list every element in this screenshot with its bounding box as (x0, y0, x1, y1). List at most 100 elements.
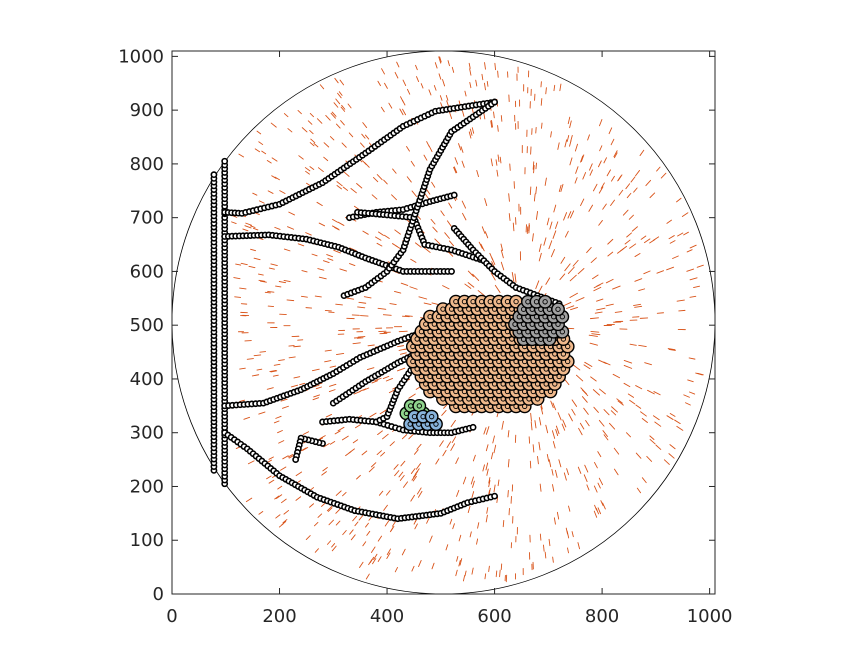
quiver-arrow (268, 479, 275, 484)
quiver-arrow (545, 87, 547, 95)
quiver-arrow (410, 160, 415, 167)
quiver-arrow (569, 292, 578, 298)
quiver-arrow (242, 228, 249, 232)
quiver-arrow (566, 305, 575, 309)
y-tick-label: 300 (130, 423, 164, 444)
quiver-arrow (693, 285, 701, 288)
quiver-arrow (413, 470, 419, 478)
quiver-arrow (544, 177, 547, 186)
quiver-arrow (488, 565, 490, 573)
quiver-arrow (495, 570, 498, 578)
quiver-arrow (329, 136, 335, 141)
quiver-arrow (331, 543, 336, 548)
quiver-arrow (336, 185, 342, 190)
quiver-arrow (552, 440, 556, 449)
quiver-arrow (605, 278, 614, 284)
quiver-arrow (528, 223, 530, 232)
quiver-arrow (562, 419, 567, 428)
quiver-arrow (575, 374, 584, 382)
quiver-arrow (379, 409, 387, 415)
quiver-arrow (553, 84, 556, 92)
quiver-arrow (622, 209, 629, 216)
quiver-arrow (342, 530, 347, 536)
quiver-arrow (309, 142, 315, 147)
y-tick-label: 200 (130, 476, 164, 497)
quiver-arrow (335, 303, 343, 306)
quiver-arrow (577, 466, 582, 474)
quiver-arrow (370, 462, 377, 468)
quiver-arrow (569, 120, 572, 129)
quiver-arrow (593, 183, 598, 192)
quiver-arrow (317, 268, 325, 271)
quiver-arrow (328, 389, 336, 393)
quiver-arrow (599, 388, 606, 395)
quiver-arrow (345, 451, 352, 457)
quiver-arrow (488, 480, 491, 488)
quiver-arrow (652, 415, 660, 421)
quiver-arrow (461, 160, 465, 168)
quiver-arrow (635, 169, 641, 177)
quiver-arrow (256, 130, 262, 135)
quiver-arrow (586, 484, 590, 491)
quiver-arrow (464, 570, 467, 577)
quiver-arrow (668, 453, 675, 459)
quiver-arrow (560, 256, 566, 264)
quiver-arrow (377, 556, 382, 562)
quiver-arrow (535, 186, 537, 195)
quiver-arrow (617, 400, 624, 406)
quiver-arrow (669, 413, 676, 417)
quiver-arrow (484, 573, 487, 580)
quiver-arrow (561, 423, 566, 431)
quiver-arrow (258, 200, 265, 204)
quiver-arrow (592, 274, 599, 280)
quiver-arrow (391, 521, 396, 527)
quiver-arrow (388, 102, 393, 109)
quiver-arrow (371, 380, 379, 384)
quiver-arrow (440, 210, 445, 217)
gray-filled-particle (551, 302, 565, 317)
quiver-arrow (546, 217, 550, 226)
quiver-arrow (587, 134, 590, 141)
quiver-arrow (577, 542, 580, 550)
quiver-arrow (497, 70, 499, 78)
quiver-arrow (456, 556, 459, 562)
quiver-arrow (508, 213, 511, 221)
quiver-arrow (571, 408, 576, 416)
quiver-arrow (335, 490, 342, 496)
quiver-arrow (261, 150, 267, 155)
quiver-arrow (349, 529, 354, 535)
quiver-arrow (486, 507, 489, 514)
quiver-arrow (309, 503, 315, 508)
gray-filled-particle (538, 294, 553, 309)
quiver-arrow (668, 235, 675, 240)
quiver-arrow (354, 521, 359, 527)
quiver-arrow (365, 522, 369, 528)
quiver-arrow (401, 548, 406, 556)
quiver-arrow (543, 237, 547, 246)
axes (171, 50, 716, 595)
quiver-arrow (638, 344, 647, 348)
quiver-arrow (357, 306, 366, 309)
quiver-arrow (530, 412, 532, 422)
quiver-arrow (603, 157, 607, 164)
quiver-arrow (361, 133, 366, 139)
quiver-arrow (572, 364, 581, 371)
quiver-arrow (382, 314, 392, 316)
quiver-arrow (563, 212, 568, 221)
quiver-arrow (269, 369, 277, 373)
quiver-arrow (239, 367, 246, 370)
quiver-arrow (624, 239, 631, 245)
quiver-arrow (550, 400, 554, 409)
quiver-arrow (597, 451, 602, 458)
quiver-arrow (570, 306, 579, 311)
quiver-arrow (305, 170, 310, 175)
quiver-arrow (394, 229, 401, 235)
quiver-arrow (623, 360, 633, 364)
quiver-arrow (386, 552, 391, 560)
quiver-arrow (666, 415, 674, 421)
quiver-arrow (258, 279, 266, 282)
quiver-arrow (669, 240, 676, 244)
quiver-arrow (569, 274, 577, 282)
quiver-arrow (323, 142, 330, 148)
quiver-arrow (431, 181, 436, 188)
